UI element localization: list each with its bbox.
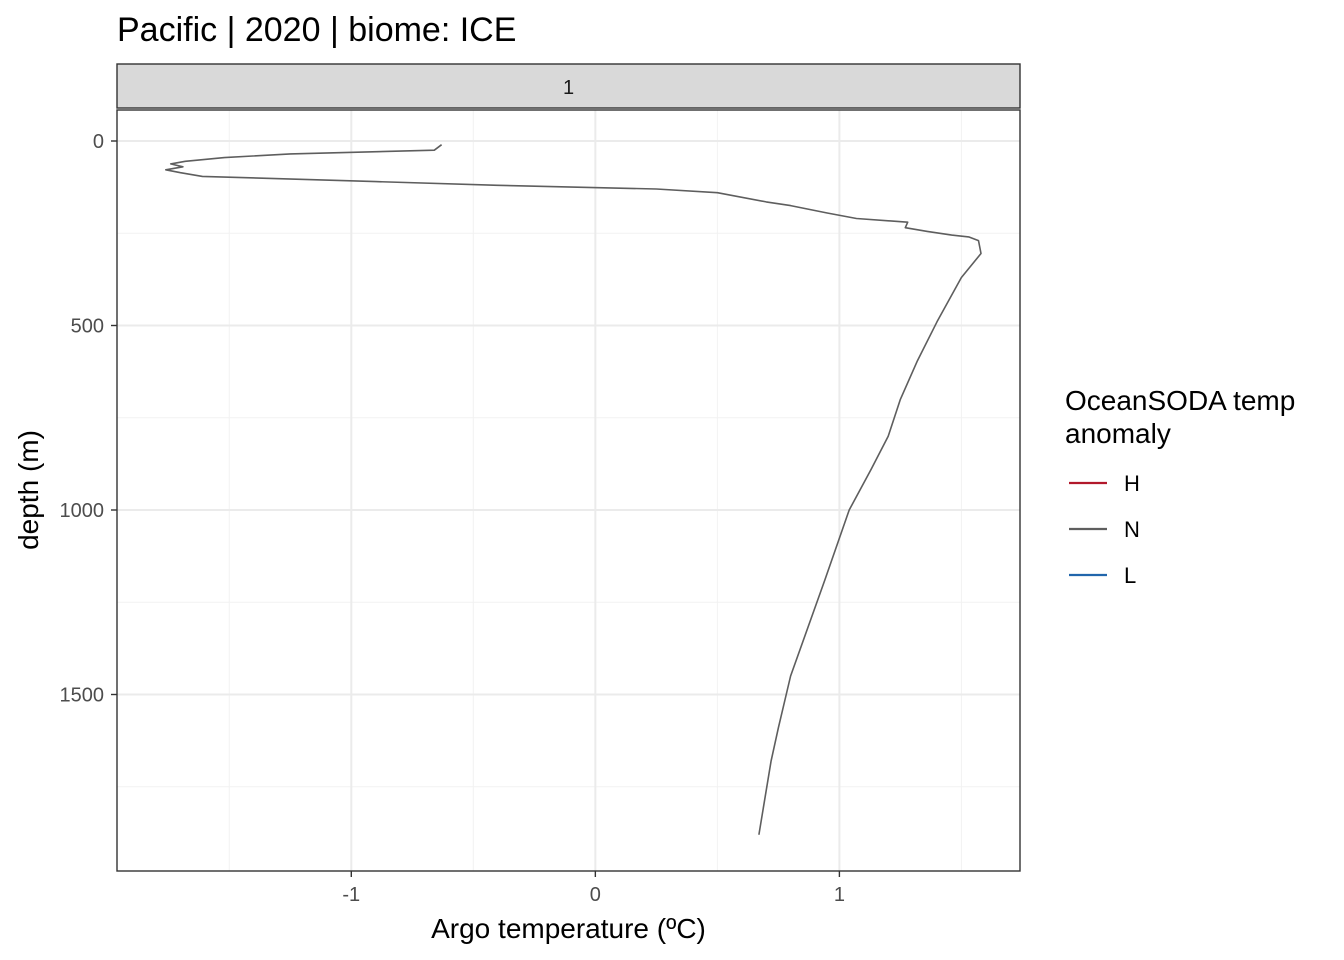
facet-strip-label: 1 [563,77,574,99]
y-axis-title: depth (m) [13,430,44,550]
series-line-N [165,144,982,835]
x-tick-label-2: 1 [834,884,845,906]
grid-major [117,110,1020,871]
panel-background [117,110,1020,871]
legend-title-line-2: anomaly [1065,418,1171,449]
series-layer [165,144,982,835]
chart-title: Pacific | 2020 | biome: ICE [117,11,516,49]
legend-title: OceanSODA temp anomaly [1065,385,1303,449]
legend: OceanSODA temp anomaly HNL [1065,385,1303,588]
legend-label-N: N [1124,517,1140,542]
panel-border [116,109,1021,872]
plot-panel [116,109,1021,872]
legend-label-H: H [1124,471,1140,496]
x-tick-label-0: -1 [342,884,360,906]
y-tick-label-1: 500 [71,316,104,338]
legend-label-L: L [1124,563,1136,588]
facet-strip: 1 [116,63,1021,109]
y-axis: 0 500 1000 1500 [60,131,117,707]
y-tick-label-3: 1500 [60,685,105,707]
legend-entries: HNL [1069,471,1140,588]
facet-strip-background [116,63,1021,109]
x-tick-label-1: 0 [590,884,601,906]
x-axis-title: Argo temperature (ºC) [431,913,706,944]
y-tick-label-0: 0 [93,131,104,153]
y-tick-label-2: 1000 [60,500,105,522]
legend-title-line-1: OceanSODA temp [1065,385,1295,416]
x-axis: -1 0 1 [342,871,845,906]
